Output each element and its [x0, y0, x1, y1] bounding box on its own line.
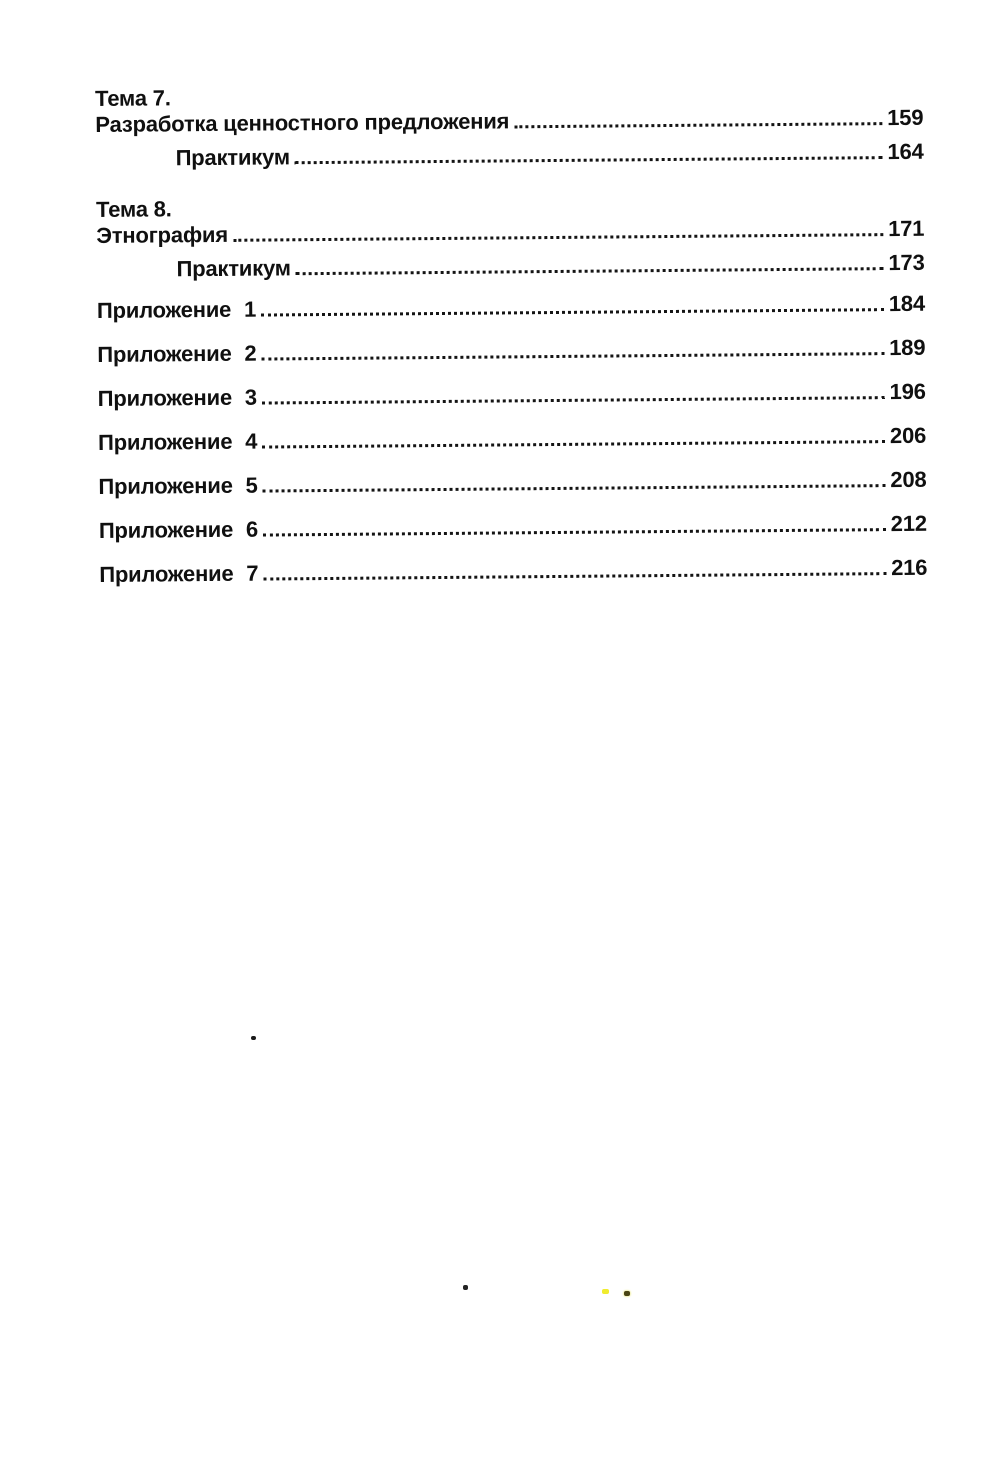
toc-entry-appendix-2: Приложение 2 189: [97, 335, 925, 368]
toc-entry-appendix-5: Приложение 5 208: [98, 467, 926, 500]
entry-page-number: 159: [887, 104, 924, 131]
toc-entry-appendix-1: Приложение 1 184: [97, 291, 925, 324]
entry-title: Приложение 2: [97, 340, 257, 367]
section-heading: Тема 8.: [95, 196, 172, 222]
table-of-contents: Тема 7. Разработка ценностного предложен…: [95, 79, 927, 588]
dot-leader: [258, 511, 889, 543]
toc-subentry: Практикум 173: [96, 250, 924, 283]
dot-leader: [291, 250, 887, 281]
entry-page-number: 216: [891, 554, 928, 581]
dot-leader: [509, 105, 885, 134]
dot-leader: [256, 335, 887, 367]
toc-entry-appendix-6: Приложение 6 212: [99, 511, 927, 544]
entry-page-number: 208: [890, 466, 927, 493]
entry-page-number: 171: [888, 215, 925, 242]
toc-section-tema-8: Тема 8. Этнография 171 Практикум 173: [96, 190, 925, 283]
subentry-page-number: 173: [888, 249, 925, 276]
entry-page-number: 184: [888, 290, 926, 317]
entry-page-number: 212: [890, 510, 927, 537]
entry-title: Этнография: [96, 221, 229, 248]
entry-title: Приложение 5: [98, 472, 258, 499]
subentry-page-number: 164: [887, 138, 924, 165]
entry-title: Приложение 7: [99, 560, 259, 587]
entry-page-number: 196: [889, 378, 926, 405]
entry-page-number: 189: [889, 334, 926, 361]
dot-leader: [258, 555, 889, 587]
toc-subentry: Практикум 164: [96, 139, 924, 172]
toc-section-tema-7: Тема 7. Разработка ценностного предложен…: [95, 79, 924, 172]
entry-title: Приложение 4: [98, 428, 258, 455]
dot-leader: [257, 379, 888, 411]
section-heading: Тема 7.: [95, 85, 171, 111]
toc-entry-appendix-4: Приложение 4 206: [98, 423, 926, 456]
scan-speck: [251, 1036, 256, 1040]
entry-title: Приложение 1: [96, 296, 257, 323]
toc-entry-appendix-7: Приложение 7 216: [99, 555, 927, 588]
entry-page-number: 206: [889, 422, 927, 449]
entry-title: Разработка ценностного предложения: [95, 108, 510, 137]
subentry-title: Практикум: [176, 255, 291, 282]
scan-speck: [602, 1289, 609, 1294]
dot-leader: [228, 216, 886, 248]
subentry-title: Практикум: [175, 144, 290, 171]
dot-leader: [290, 139, 886, 170]
entry-title: Приложение 3: [97, 384, 257, 411]
scan-speck: [463, 1285, 468, 1290]
dot-leader: [258, 467, 889, 499]
dot-leader: [256, 291, 887, 323]
dot-leader: [257, 423, 888, 455]
entry-title: Приложение 6: [98, 516, 259, 543]
toc-entry-appendix-3: Приложение 3 196: [98, 379, 926, 412]
scan-speck: [624, 1291, 630, 1296]
